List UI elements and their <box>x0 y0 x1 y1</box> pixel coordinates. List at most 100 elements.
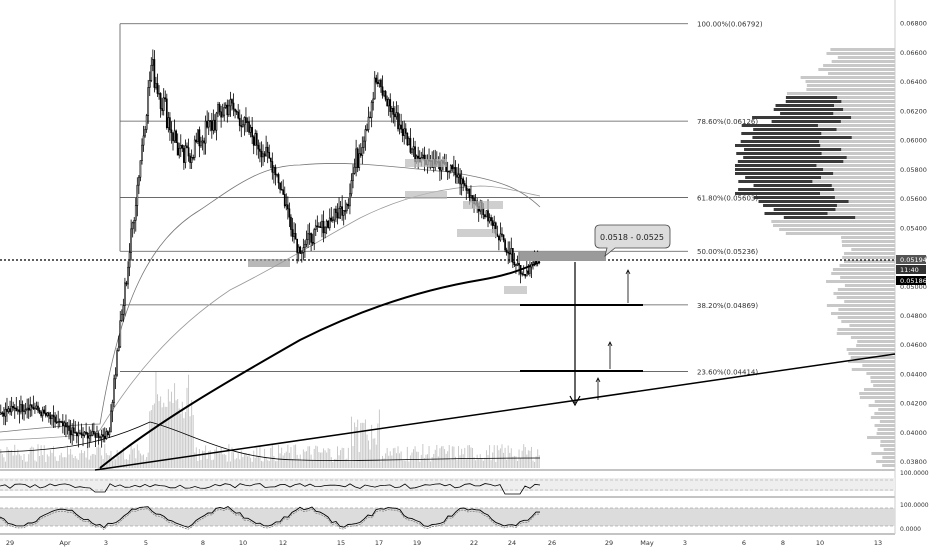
candle-body <box>243 117 246 126</box>
volume-profile-bar-dark <box>771 120 841 123</box>
candle-body <box>231 99 233 104</box>
candle-body <box>384 91 387 100</box>
candle-body <box>268 151 271 159</box>
candle-body <box>383 91 385 96</box>
volume-profile-bar <box>866 372 895 375</box>
candle-body <box>4 408 7 417</box>
candle-body <box>145 115 148 130</box>
candle-body <box>406 132 409 146</box>
time-tick-label: 6 <box>742 539 746 547</box>
candle-body <box>238 117 241 126</box>
candle-body <box>350 180 353 195</box>
candle-body <box>463 183 466 186</box>
candle-body <box>41 409 44 417</box>
candle-body <box>318 226 320 228</box>
volume-profile-bar-dark <box>785 100 842 103</box>
candle-body <box>153 59 156 88</box>
candle-body <box>215 112 218 131</box>
price-tag-current <box>896 255 926 264</box>
candle-body <box>417 155 420 159</box>
candle-body <box>179 145 182 149</box>
price-tick-label: 0.05000 <box>900 283 927 291</box>
volume-profile-bar <box>826 304 895 307</box>
candle-body <box>470 195 472 198</box>
candle-body <box>285 204 288 207</box>
volume-profile-bar <box>851 248 895 251</box>
candle-body <box>15 407 18 412</box>
time-tick-label: May <box>640 539 654 547</box>
volume-profile-bar <box>780 112 895 115</box>
candle-body <box>355 148 357 168</box>
candle-body <box>349 193 351 207</box>
candle-body <box>519 265 522 274</box>
candle-body <box>370 101 373 118</box>
candle-body <box>235 110 238 113</box>
candle-body <box>356 148 359 168</box>
volume-profile-bar-dark <box>743 156 847 159</box>
candle-body <box>262 153 264 158</box>
candle-body <box>324 226 326 234</box>
candle-body <box>144 129 146 137</box>
price-tick-label: 0.03800 <box>900 458 927 466</box>
candle-body <box>482 207 485 215</box>
volume-profile-bar <box>775 104 895 107</box>
candle-body <box>173 130 176 142</box>
volume-profile-bar <box>859 396 895 399</box>
fib-level-label: 61.80%(0.05603) <box>697 195 758 203</box>
candle-body <box>176 142 179 156</box>
candle-body <box>251 126 253 138</box>
candle-body <box>66 425 69 428</box>
volume-profile-bar-dark <box>783 216 856 219</box>
volume-profile-bar-dark <box>764 212 828 215</box>
candle-body <box>165 98 168 129</box>
volume-profile-bar <box>870 380 895 383</box>
candle-body <box>210 120 213 131</box>
candle-body <box>204 120 207 144</box>
candle-body <box>367 116 370 130</box>
candle-body <box>305 239 308 245</box>
rsi-line <box>0 483 541 495</box>
candle-body <box>88 435 91 439</box>
candle-body <box>403 128 406 136</box>
volume-profile-bar <box>844 300 895 303</box>
volume-profile-bar <box>842 244 895 247</box>
volume-profile-bar <box>874 424 895 427</box>
time-tick-label: 29 <box>605 539 613 547</box>
volume-profile-bar <box>844 284 895 287</box>
candle-body <box>192 157 195 159</box>
candle-body <box>55 421 58 424</box>
candle-body <box>291 229 294 237</box>
volume-profile-bar <box>841 240 895 243</box>
candle-body <box>220 111 222 118</box>
zone-box <box>463 201 503 209</box>
candle-body <box>448 170 451 173</box>
volume-profile-bar <box>831 272 895 275</box>
price-tick-label: 0.06800 <box>900 20 927 28</box>
candle-body <box>114 374 117 380</box>
candle-body <box>186 145 188 148</box>
candle-body <box>32 406 35 409</box>
volume-profile-bar <box>771 220 895 223</box>
candle-body <box>21 404 24 412</box>
volume-profile-bar-dark <box>752 136 852 139</box>
candle-body <box>300 251 303 254</box>
candle-body <box>234 108 236 112</box>
candle-body <box>316 225 319 227</box>
candle-body <box>412 146 415 150</box>
candle-body <box>515 264 517 266</box>
candle-body <box>453 167 455 170</box>
candle-body <box>446 170 449 173</box>
candle-body <box>217 104 219 114</box>
candle-body <box>462 178 465 184</box>
volume-profile-bar-dark <box>735 168 824 171</box>
candle-body <box>44 412 47 416</box>
candle-body <box>131 222 134 230</box>
volume-profile-bar <box>818 68 895 71</box>
candle-body <box>200 141 202 147</box>
candle-body <box>457 174 460 178</box>
target-zone-box <box>520 252 606 261</box>
candle-body <box>164 97 167 100</box>
candle-body <box>117 346 120 351</box>
